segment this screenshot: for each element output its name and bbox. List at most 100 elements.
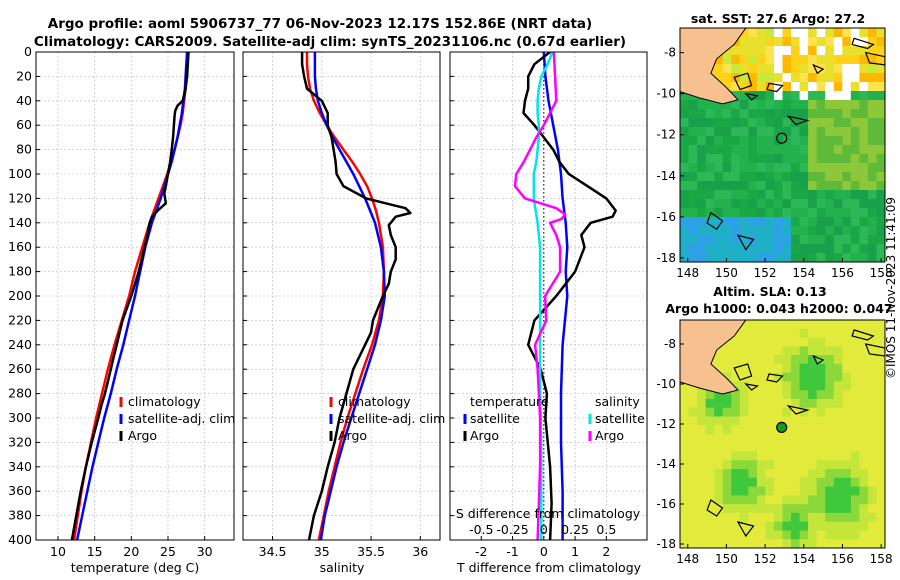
- sla-cell-197: [722, 390, 732, 400]
- sla-cell-510: [731, 504, 741, 514]
- sst-cell-328: [816, 145, 826, 155]
- sst-cell-238: [867, 109, 877, 119]
- sst-cell-191: [876, 91, 885, 101]
- sst-cell-319: [739, 145, 749, 155]
- sst-cell-21: [859, 28, 869, 38]
- sla-cell-156: [782, 372, 792, 382]
- sla-cell-386: [697, 460, 707, 470]
- sst-cell-383: [876, 163, 885, 173]
- sst-cell-416: [748, 181, 758, 191]
- sla-cell-153: [756, 372, 766, 382]
- salinity-legend: climatology satellite-adj. clim Argo: [329, 394, 445, 443]
- sst-cell-417: [756, 181, 766, 191]
- sla-cell-255: [808, 407, 818, 418]
- sst-cell-245: [722, 118, 732, 128]
- sla-cell-46: [867, 328, 877, 339]
- salinity-xlabel: salinity: [320, 560, 365, 575]
- sst-cell-322: [765, 145, 775, 155]
- sst-cell-289: [688, 136, 698, 146]
- sla-cell-59: [774, 337, 784, 347]
- salinity-lines: [300, 52, 412, 540]
- salinity-xtick-label-1: 35: [314, 544, 330, 559]
- sla-cell-298: [765, 425, 775, 435]
- sst-cell-369: [756, 163, 766, 173]
- sla-cell-425: [825, 469, 835, 479]
- sst-cell-479: [876, 199, 885, 209]
- sla-cell-267: [705, 416, 715, 426]
- sla-cell-168: [680, 381, 690, 391]
- sst-cell-10: [765, 28, 775, 38]
- sla-cell-273: [756, 416, 766, 426]
- sla-cell-167: [876, 372, 885, 382]
- sst-cell-37: [791, 37, 801, 47]
- sst-cell-285: [859, 127, 869, 137]
- sla-cell-405: [859, 460, 869, 470]
- sla-cell-307: [842, 425, 852, 435]
- sst-cell-408: [680, 181, 690, 191]
- sst-cell-152: [748, 82, 758, 92]
- sla-cell-34: [765, 328, 775, 339]
- sla-cell-335: [876, 434, 885, 444]
- sla-cell-235: [842, 398, 852, 409]
- sla-map-xtick-label-2: 152: [754, 552, 777, 566]
- sst-cell-558: [731, 235, 741, 245]
- sst-cell-136: [816, 73, 826, 83]
- sst-cell-484: [714, 208, 724, 218]
- sst-cell-256: [816, 118, 826, 128]
- sla-cell-237: [859, 398, 869, 409]
- sla-cell-462: [731, 486, 741, 496]
- sst-cell-165: [859, 82, 869, 92]
- sst-cell-614: [799, 253, 809, 262]
- sst-cell-201: [756, 100, 766, 110]
- sla-cell-94: [867, 346, 877, 356]
- sst-cell-227: [774, 109, 784, 119]
- sst-cell-603: [705, 253, 715, 262]
- sla-cell-62: [799, 337, 809, 347]
- sla-cell-140: [850, 363, 860, 374]
- sst-cell-490: [765, 208, 775, 218]
- sla-map-ticks: 148 150 152 154 156 158 -8 -10 -12 -14 -16 -18: [656, 337, 892, 566]
- sla-cell-550: [867, 512, 877, 523]
- sst-cell-602: [697, 253, 707, 262]
- sla-cell-186: [833, 381, 843, 391]
- sst-cell-562: [765, 235, 775, 245]
- sla-cell-461: [722, 486, 732, 496]
- sla-map-title: Altim. SLA: 0.13: [713, 284, 826, 299]
- sla-cell-621: [859, 539, 869, 548]
- sst-cell-345: [756, 154, 766, 164]
- sla-cell-358: [867, 442, 877, 453]
- sla-cell-403: [842, 460, 852, 470]
- sla-cell-597: [859, 530, 869, 540]
- sla-cell-586: [765, 530, 775, 540]
- sst-cell-496: [816, 208, 826, 218]
- sst-cell-57: [756, 46, 766, 56]
- sla-cell-345: [756, 442, 766, 453]
- depth-tick-label-19: 380: [8, 508, 32, 523]
- sla-cell-334: [867, 434, 877, 444]
- sst-cell-307: [842, 136, 852, 146]
- sla-cell-572: [850, 521, 860, 532]
- sst-cell-543: [808, 226, 818, 236]
- sla-cell-7: [739, 320, 749, 330]
- sst-cell-338: [697, 154, 707, 164]
- sla-map-ytick-label-3: -14: [656, 457, 676, 471]
- sla-cell-595: [842, 530, 852, 540]
- temperature-xtick-label-1: 15: [87, 544, 103, 559]
- sst-cell-622: [867, 253, 877, 262]
- temperature-series-argo: [70, 52, 190, 540]
- sst-cell-215: [876, 100, 885, 110]
- sst-cell-620: [850, 253, 860, 262]
- sla-cell-371: [774, 451, 784, 461]
- sla-cell-158: [799, 372, 809, 382]
- sst-cell-110: [799, 64, 809, 74]
- sst-cell-623: [876, 253, 885, 262]
- sla-cell-531: [705, 512, 715, 523]
- sla-cell-206: [799, 390, 809, 400]
- sla-cell-21: [859, 320, 869, 330]
- sla-cell-336: [680, 442, 690, 453]
- sla-cell-499: [842, 495, 852, 505]
- sla-cell-349: [791, 442, 801, 453]
- sst-cell-305: [825, 136, 835, 146]
- sst-map-panel: sat. SST: 27.6 Argo: 27.2 148 150 152 154 15…: [656, 11, 892, 280]
- sst-cell-407: [876, 172, 885, 182]
